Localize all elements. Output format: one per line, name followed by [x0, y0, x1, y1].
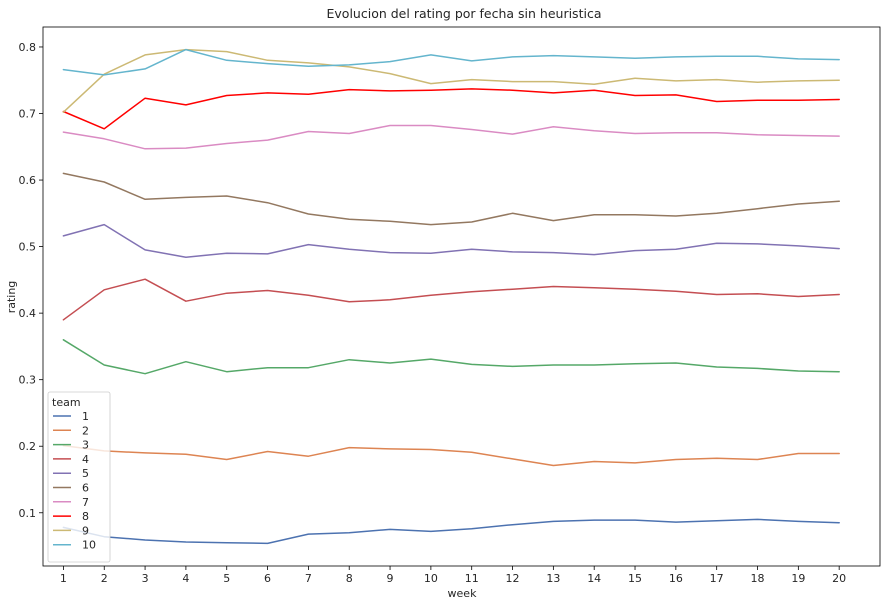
legend-label-team-6: 6	[82, 482, 89, 495]
x-tick-label: 5	[223, 572, 230, 585]
x-tick-label: 15	[628, 572, 642, 585]
x-tick-label: 16	[669, 572, 683, 585]
series-line-team-6	[62, 172, 840, 226]
x-tick-label: 13	[546, 572, 560, 585]
legend-label-team-4: 4	[82, 453, 89, 466]
series-line-team-8	[62, 88, 840, 130]
series-line-team-9	[62, 48, 840, 113]
x-tick-label: 1	[60, 572, 67, 585]
x-axis: 1 2 3 4 5 6 7 8 9 10 11 12 13 14 15 16 17 18 19 20	[60, 566, 846, 585]
x-tick-label: 20	[832, 572, 846, 585]
series-line-team-10	[62, 48, 840, 76]
x-axis-label: week	[448, 587, 478, 600]
y-axis-label: rating	[5, 281, 18, 314]
series-line-team-4	[62, 278, 840, 321]
x-tick-label: 11	[465, 572, 479, 585]
y-tick-label: 0.7	[19, 108, 37, 121]
x-tick-label: 18	[751, 572, 765, 585]
chart-title: Evolucion del rating por fecha sin heuri…	[327, 6, 602, 21]
legend-title: team	[52, 396, 81, 409]
legend-label-team-10: 10	[82, 539, 96, 552]
x-tick-label: 8	[346, 572, 353, 585]
x-tick-label: 17	[710, 572, 724, 585]
x-tick-label: 7	[305, 572, 312, 585]
x-tick-label: 4	[182, 572, 189, 585]
x-tick-label: 6	[264, 572, 271, 585]
series-line-team-5	[62, 223, 840, 258]
y-tick-label: 0.5	[19, 241, 37, 254]
legend-label-team-9: 9	[82, 524, 89, 537]
y-tick-label: 0.2	[19, 440, 37, 453]
legend-box	[47, 391, 111, 563]
x-tick-label: 10	[424, 572, 438, 585]
y-tick-label: 0.3	[19, 374, 37, 387]
series-line-team-7	[62, 124, 840, 150]
series-lines	[62, 48, 840, 545]
series-line-team-2	[62, 444, 840, 467]
legend-label-team-2: 2	[82, 424, 89, 437]
legend-label-team-3: 3	[82, 439, 89, 452]
y-axis: 0.1 0.2 0.3 0.4 0.5 0.6 0.7 0.8	[19, 41, 43, 520]
legend-label-team-1: 1	[82, 410, 89, 423]
legend-label-team-5: 5	[82, 467, 89, 480]
x-tick-label: 19	[791, 572, 805, 585]
x-tick-label: 12	[506, 572, 520, 585]
y-tick-label: 0.4	[19, 307, 37, 320]
x-tick-label: 3	[142, 572, 149, 585]
y-tick-label: 0.8	[19, 41, 37, 54]
x-tick-label: 9	[387, 572, 394, 585]
y-tick-label: 0.6	[19, 174, 37, 187]
series-line-team-1	[62, 518, 840, 545]
legend-label-team-7: 7	[82, 496, 89, 509]
series-line-team-3	[62, 339, 840, 375]
plot-frame	[42, 26, 881, 567]
y-tick-label: 0.1	[19, 507, 37, 520]
legend-label-team-8: 8	[82, 510, 89, 523]
x-tick-label: 2	[101, 572, 108, 585]
x-tick-label: 14	[587, 572, 601, 585]
